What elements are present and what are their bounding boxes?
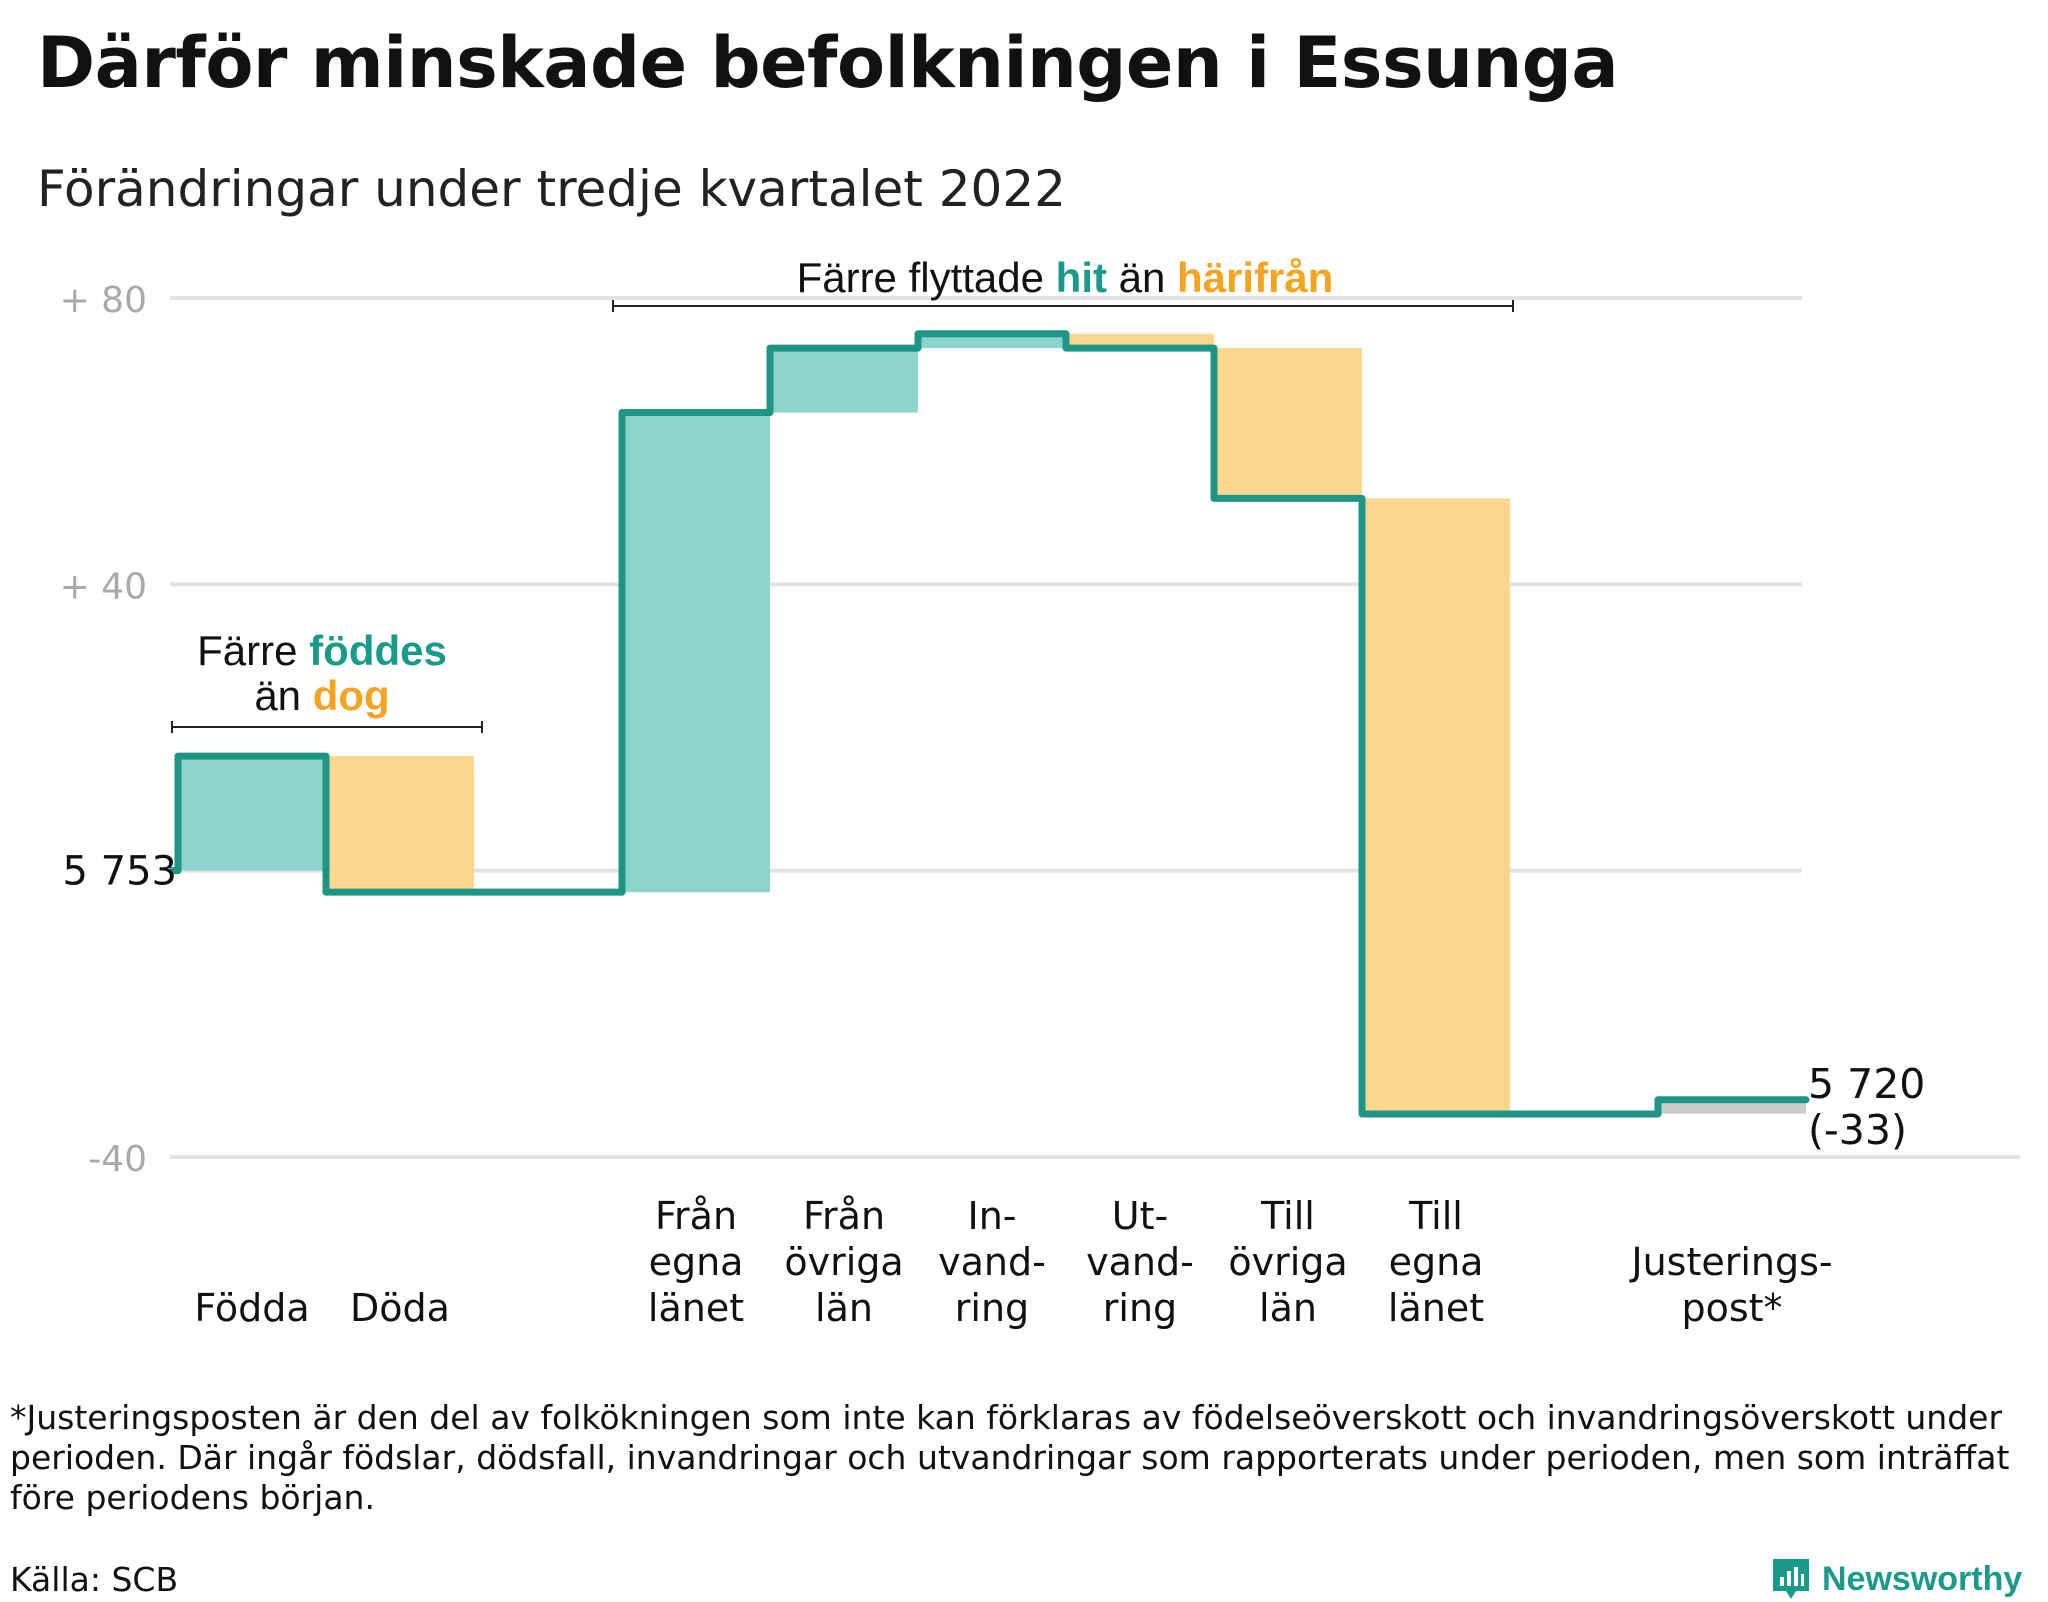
x-category-label: Födda [194,1286,309,1330]
x-category-label: övriga [1228,1240,1347,1284]
migration-bracket [612,300,1514,312]
waterfall-chart: + 80+ 405 753-40 Födda DödaFrånegnalänetF… [60,254,2020,1330]
x-category-label: In- [967,1194,1016,1238]
chart-title: Därför minskade befolkningen i Essunga [37,22,1619,104]
chart-subtitle: Förändringar under tredje kvartalet 2022 [37,160,1066,218]
bar-outflow [1362,498,1510,1115]
x-category-label: vand- [938,1240,1046,1284]
x-category-label: län [1259,1286,1317,1330]
bars [178,333,1806,1115]
hit-word: hit [1056,254,1107,301]
births-bracket [171,721,483,733]
births-annotation-line2: än dog [254,672,389,719]
cumulative-step-line [170,330,1810,1118]
x-category-label: övriga [784,1240,903,1284]
brand-logo[interactable]: Newsworthy [1770,1556,2022,1602]
bar-inflow [178,756,326,871]
y-tick-label: + 80 [60,280,147,321]
x-category-label: Från [655,1194,737,1238]
x-axis: Födda DödaFrånegnalänetFrånövrigalänIn-va… [194,1194,1832,1330]
harifran-word: härifrån [1177,254,1333,301]
migration-annotation: Färre flyttade hit än härifrån [612,254,1514,312]
bar-inflow [918,333,1066,349]
x-category-label: Justerings- [1629,1240,1832,1284]
births-annotation: Färre föddes än dog [171,627,483,733]
bar-outflow [326,756,474,893]
migration-annotation-text: Färre flyttade hit än härifrån [797,254,1334,301]
x-category-label: ring [955,1286,1029,1330]
x-category-label: ring [1103,1286,1177,1330]
x-category-label: post* [1681,1286,1782,1330]
x-category-label: egna [649,1240,744,1284]
harifran-word-dog: dog [313,672,390,719]
end-value-label: 5 720 (-33) [1808,1060,1925,1154]
step-line [170,330,1810,1118]
bar-inflow [622,412,770,893]
x-category-label: egna [1389,1240,1484,1284]
x-category-label: Till [1408,1194,1463,1238]
x-category-label: länet [648,1286,744,1330]
y-tick-label: 5 753 [62,849,177,895]
bar-outflow [1214,348,1362,499]
y-axis: + 80 + 40 5 753 -40 [60,280,177,1180]
bar-inflow [770,348,918,413]
end-change: (-33) [1808,1106,1907,1154]
x-category-label: Från [803,1194,885,1238]
y-tick-label: + 40 [60,566,147,607]
brand-name: Newsworthy [1822,1559,2023,1598]
x-category-label: Ut- [1112,1194,1168,1238]
footnote: *Justeringsposten är den del av folkökni… [10,1398,2010,1517]
end-value: 5 720 [1808,1060,1925,1108]
y-tick-label: -40 [88,1139,147,1180]
x-category-label: länet [1388,1286,1484,1330]
source-credit: Källa: SCB [10,1560,179,1599]
x-category-label: vand- [1086,1240,1194,1284]
x-category-label: Till [1260,1194,1315,1238]
annotations: Färre föddes än dog Färre flyttade hit ä… [171,254,1514,733]
x-category-label: län [815,1286,873,1330]
hit-word-foddes: föddes [309,627,447,674]
newsworthy-logo-icon [1773,1559,1809,1599]
bar-outflow [1066,333,1214,349]
gridlines [170,296,2020,1159]
births-annotation-line1: Färre föddes [197,627,447,674]
x-category-label: Döda [350,1286,450,1330]
